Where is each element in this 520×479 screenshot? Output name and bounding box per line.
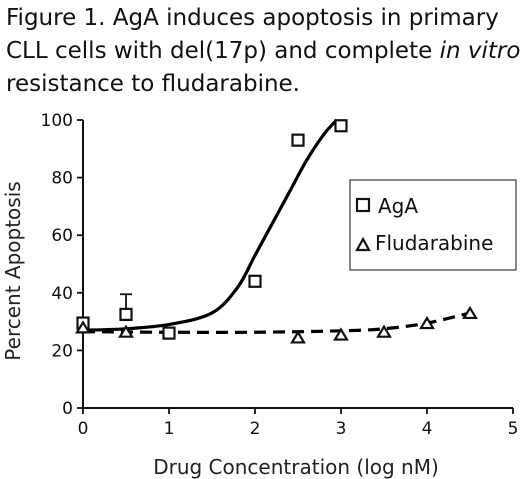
- data-point-fludarabine: [290, 330, 306, 344]
- data-point-fludarabine: [118, 324, 134, 338]
- fit-curve-aga: [82, 118, 338, 332]
- y-tick-label: 40: [51, 284, 73, 304]
- data-point-aga: [119, 307, 133, 321]
- x-tick-label: 1: [164, 419, 175, 439]
- figure-caption: Figure 1. AgA induces apoptosis in prima…: [6, 2, 520, 101]
- data-point-aga: [162, 326, 176, 340]
- x-axis-title: Drug Concentration (log nM): [153, 455, 439, 479]
- x-tick-label: 4: [422, 419, 433, 439]
- y-tick-label: 20: [51, 341, 73, 361]
- chart-legend: AgA Fludarabine: [349, 179, 517, 271]
- fit-curve-fludarabine: [82, 311, 471, 334]
- data-markers: [75, 119, 478, 344]
- x-tick-label: 3: [336, 419, 347, 439]
- data-point-fludarabine: [419, 315, 435, 330]
- legend-frame: [349, 179, 517, 271]
- caption-line-3: resistance to fludarabine.: [6, 71, 300, 97]
- caption-line-2: CLL cells with del(17p) and complete in …: [6, 35, 520, 68]
- data-point-fludarabine: [376, 324, 392, 338]
- data-point-aga: [334, 119, 348, 133]
- data-point-aga: [291, 133, 305, 147]
- chart-axes: 0 20 40 60 80 100 0 1 2 3 4 5: [41, 111, 519, 439]
- caption-line-2-text: CLL cells with del(17p) and complete: [6, 38, 440, 64]
- x-tick-label: 5: [508, 419, 519, 439]
- y-axis-title: Percent Apoptosis: [1, 181, 25, 360]
- data-point-fludarabine: [462, 305, 478, 320]
- x-tick-label: 0: [78, 419, 89, 439]
- data-point-fludarabine: [75, 320, 91, 334]
- data-point-fludarabine: [333, 327, 349, 341]
- y-tick-label: 0: [62, 399, 73, 419]
- x-tick-label: 2: [250, 419, 261, 439]
- y-tick-label: 100: [41, 111, 73, 131]
- legend-aga-marker: [355, 197, 371, 213]
- y-tick-label: 60: [51, 226, 73, 246]
- y-tick-label: 80: [51, 169, 73, 189]
- legend-aga-label: AgA: [378, 194, 418, 218]
- legend-fludarabine-label: Fludarabine: [375, 231, 493, 255]
- caption-line-2-italic: in vitro: [439, 38, 520, 64]
- legend-fludarabine-marker: [355, 236, 371, 252]
- data-point-aga: [248, 274, 262, 288]
- fit-curves: [82, 118, 471, 334]
- caption-line-1: Figure 1. AgA induces apoptosis in prima…: [6, 5, 499, 31]
